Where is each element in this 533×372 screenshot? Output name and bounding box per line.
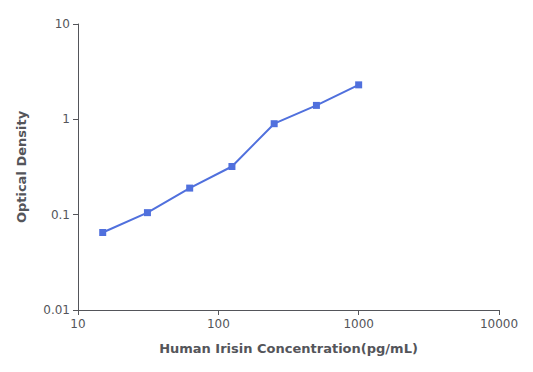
svg-text:100: 100	[207, 317, 230, 331]
svg-text:0.1: 0.1	[51, 208, 70, 222]
svg-text:0.01: 0.01	[43, 303, 70, 317]
svg-text:1000: 1000	[343, 317, 374, 331]
svg-text:10: 10	[55, 17, 70, 31]
svg-text:Optical Density: Optical Density	[14, 110, 29, 223]
svg-text:1: 1	[62, 112, 70, 126]
svg-text:10: 10	[70, 317, 85, 331]
svg-text:10000: 10000	[480, 317, 518, 331]
svg-text:Human Irisin Concentration(pg/: Human Irisin Concentration(pg/mL)	[159, 341, 418, 356]
